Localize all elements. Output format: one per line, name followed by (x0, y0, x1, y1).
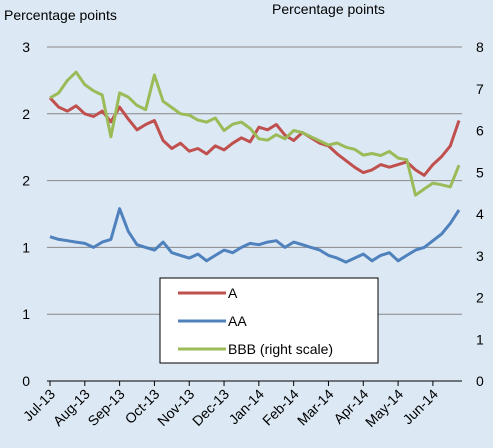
y-tick-label: 0 (22, 373, 30, 389)
y2-tick-label: 7 (476, 81, 484, 97)
y2-tick-label: 8 (476, 39, 484, 55)
y2-tick-label: 5 (476, 164, 484, 180)
y2-tick-label: 1 (476, 331, 484, 347)
y-tick-label: 1 (22, 306, 30, 322)
y2-tick-label: 2 (476, 290, 484, 306)
y-tick-label: 2 (22, 173, 30, 189)
legend-label: A (228, 285, 238, 301)
x-tick-label: Jan-14 (225, 386, 267, 428)
legend-label: BBB (right scale) (228, 341, 333, 357)
x-tick-label: Dec-13 (189, 386, 232, 429)
x-tick-label: May-14 (362, 386, 406, 430)
y-tick-label: 2 (22, 106, 30, 122)
x-tick-label: Feb-14 (259, 386, 302, 429)
series-line (49, 70, 461, 197)
series-line (49, 207, 461, 264)
y2-tick-label: 4 (476, 206, 484, 222)
y-tick-label: 3 (22, 39, 30, 55)
x-tick-label: Aug-13 (50, 386, 93, 429)
x-tick-label: Nov-13 (154, 386, 197, 429)
legend-label: AA (228, 313, 247, 329)
y2-tick-label: 3 (476, 248, 484, 264)
y2-axis-title: Percentage points (272, 1, 385, 17)
y2-tick-label: 6 (476, 123, 484, 139)
x-tick-label: Sep-13 (84, 386, 127, 429)
x-tick-label: Jun-14 (399, 386, 441, 428)
y2-tick-label: 0 (476, 373, 484, 389)
y-axis-title: Percentage points (4, 7, 117, 23)
y-tick-label: 1 (22, 239, 30, 255)
x-tick-label: Mar-14 (294, 386, 337, 429)
